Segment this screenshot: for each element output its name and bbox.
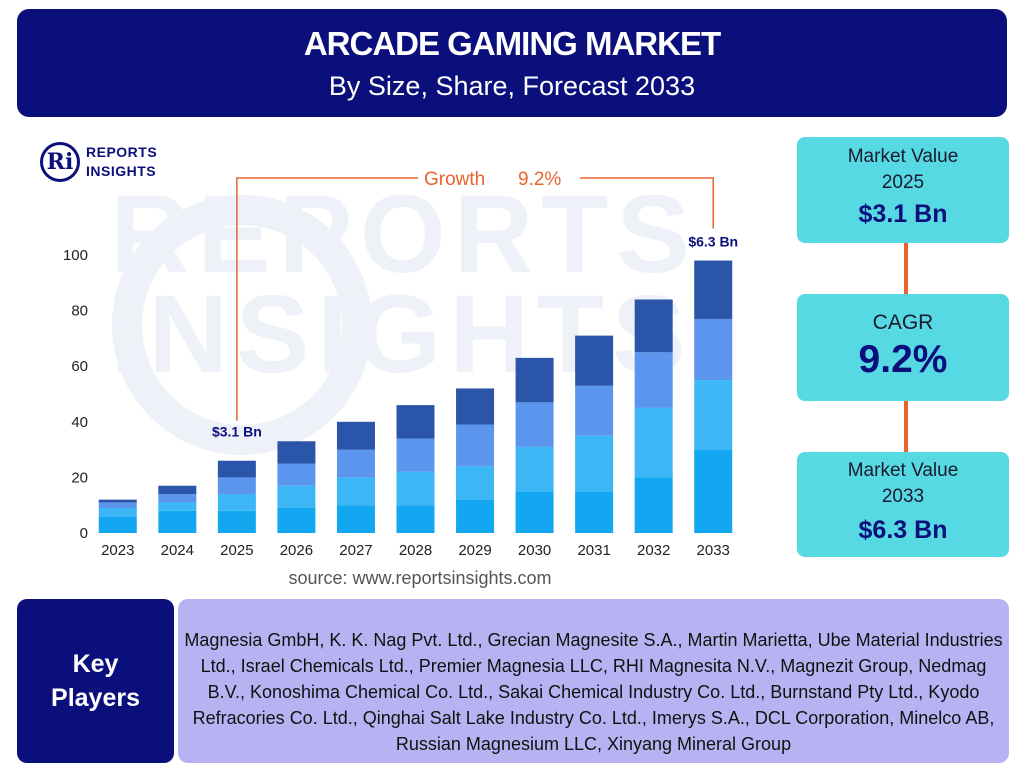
bar-segment bbox=[158, 502, 197, 511]
end-value-label: $6.3 Bn bbox=[688, 234, 738, 250]
bar-segment bbox=[456, 388, 495, 425]
start-value-label: $3.1 Bn bbox=[212, 424, 262, 440]
bar-segment bbox=[277, 507, 316, 533]
market-value-2033-card: Market Value 2033 $6.3 Bn bbox=[797, 452, 1009, 557]
bar-segment bbox=[217, 477, 256, 495]
bar-segment bbox=[98, 507, 137, 517]
logo-line2: INSIGHTS bbox=[86, 163, 157, 179]
bar-segment bbox=[515, 357, 554, 403]
page-subtitle: By Size, Share, Forecast 2033 bbox=[328, 71, 696, 101]
logo-mark-icon: Ri bbox=[40, 142, 80, 182]
bar-segment bbox=[217, 494, 256, 511]
bar-segment bbox=[575, 435, 614, 492]
bar-segment bbox=[158, 510, 197, 533]
bar-segment bbox=[694, 318, 733, 381]
x-tick-label: 2032 bbox=[637, 542, 670, 559]
growth-line-left bbox=[236, 177, 418, 421]
bar-segment bbox=[336, 449, 375, 478]
bar-segment bbox=[634, 477, 673, 533]
bar-segment bbox=[336, 477, 375, 506]
bar-segment bbox=[634, 352, 673, 408]
card-value: $6.3 Bn bbox=[858, 516, 948, 544]
bar-segment bbox=[217, 510, 256, 533]
logo-line1: REPORTS bbox=[86, 144, 158, 160]
bar-segment bbox=[694, 260, 733, 319]
page-title: ARCADE GAMING MARKET bbox=[303, 25, 721, 62]
bar-segment bbox=[98, 502, 137, 508]
bar-segment bbox=[634, 407, 673, 478]
header-banner: ARCADE GAMING MARKET By Size, Share, For… bbox=[17, 9, 1007, 117]
y-tick-label: 40 bbox=[71, 414, 88, 431]
y-tick-label: 100 bbox=[63, 247, 88, 264]
bar-segment bbox=[694, 449, 733, 533]
bar-segment bbox=[336, 421, 375, 450]
x-tick-label: 2025 bbox=[220, 542, 253, 559]
growth-label: Growth bbox=[424, 169, 485, 190]
key-players-list: Magnesia GmbH, K. K. Nag Pvt. Ltd., Grec… bbox=[178, 599, 1009, 763]
x-tick-label: 2023 bbox=[101, 542, 134, 559]
x-tick-label: 2024 bbox=[161, 542, 194, 559]
bar-segment bbox=[98, 516, 137, 533]
y-tick-label: 20 bbox=[71, 469, 88, 486]
bar-segment bbox=[456, 499, 495, 533]
bar-segment bbox=[515, 402, 554, 447]
bar-segment bbox=[634, 299, 673, 353]
bar-segment bbox=[158, 494, 197, 503]
bar-segment bbox=[575, 491, 614, 533]
card-label-line1: Market Value bbox=[847, 460, 959, 481]
bar-segment bbox=[277, 463, 316, 486]
card-label-line1: Market Value bbox=[847, 146, 959, 167]
bar-segment bbox=[158, 485, 197, 495]
bar-segment bbox=[575, 335, 614, 386]
bar-segment bbox=[515, 491, 554, 533]
y-tick-label: 0 bbox=[80, 525, 88, 542]
logo-text: REPORTS INSIGHTS bbox=[86, 143, 157, 181]
card-label-line2: 2033 bbox=[881, 486, 925, 507]
brand-logo: Ri REPORTS INSIGHTS bbox=[40, 140, 180, 186]
stacked-bar-chart: 0 20 40 60 80 100 2023 2024 2025 2026 2027 2028 2029… bbox=[63, 169, 738, 559]
bar-segment bbox=[456, 466, 495, 500]
bar-segment bbox=[98, 499, 137, 503]
card-label: CAGR bbox=[872, 311, 934, 334]
key-players-label: Key Players bbox=[17, 599, 174, 763]
bar-segment bbox=[515, 446, 554, 492]
source-note: source: www.reportsinsights.com bbox=[288, 568, 552, 588]
card-connector bbox=[904, 243, 908, 294]
y-tick-label: 60 bbox=[71, 358, 88, 375]
card-label-line2: 2025 bbox=[881, 172, 925, 193]
growth-line-right bbox=[580, 177, 714, 229]
x-tick-label: 2029 bbox=[458, 542, 491, 559]
bar-segment bbox=[277, 441, 316, 464]
bar-segment bbox=[694, 380, 733, 450]
growth-value: 9.2% bbox=[518, 169, 561, 190]
card-value: 9.2% bbox=[858, 338, 948, 381]
bar-segment bbox=[277, 485, 316, 508]
x-tick-label: 2031 bbox=[577, 542, 610, 559]
cagr-card: CAGR 9.2% bbox=[797, 294, 1009, 401]
bar-segment bbox=[396, 471, 435, 506]
bar-segment bbox=[456, 424, 495, 467]
card-value: $3.1 Bn bbox=[858, 200, 948, 228]
market-value-2025-card: Market Value 2025 $3.1 Bn bbox=[797, 137, 1009, 243]
x-tick-label: 2028 bbox=[399, 542, 432, 559]
bar-segment bbox=[396, 505, 435, 533]
key-players-label-line1: Key bbox=[72, 650, 119, 678]
bar-segment bbox=[396, 438, 435, 472]
y-tick-label: 80 bbox=[71, 303, 88, 320]
key-players-label-line2: Players bbox=[51, 684, 140, 712]
x-tick-label: 2027 bbox=[339, 542, 372, 559]
card-label: Market Value 2033 bbox=[797, 452, 1009, 510]
card-label: Market Value 2025 bbox=[797, 137, 1009, 196]
bar-segment bbox=[575, 385, 614, 436]
bar-segment bbox=[396, 405, 435, 439]
card-connector bbox=[904, 401, 908, 452]
x-tick-label: 2026 bbox=[280, 542, 313, 559]
bar-segment bbox=[336, 505, 375, 533]
bar-segment bbox=[217, 460, 256, 478]
x-tick-label: 2030 bbox=[518, 542, 551, 559]
x-tick-label: 2033 bbox=[697, 542, 730, 559]
